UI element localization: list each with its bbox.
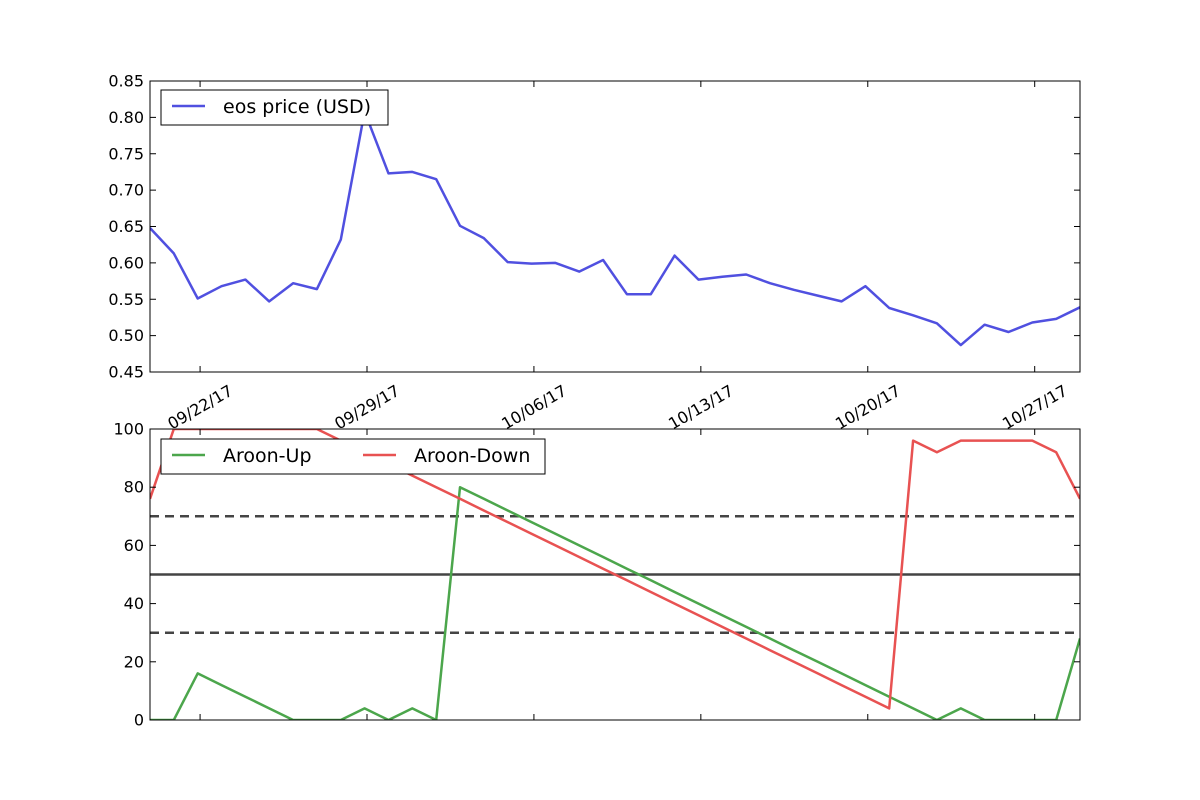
- date-x-tick-label: 10/20/17: [832, 381, 904, 433]
- aroon-y-tick-label: 40: [124, 594, 144, 613]
- aroon-y-tick-label: 100: [113, 420, 144, 439]
- date-x-tick-label: 09/29/17: [331, 381, 403, 433]
- aroon-y-ticks: 0 20 40 60 80 100: [113, 420, 1080, 730]
- aroon-up-line: [150, 485, 1080, 720]
- price-series-line: [150, 110, 1080, 347]
- date-x-tick-label: 10/06/17: [498, 381, 570, 433]
- aroon-down-line: [150, 429, 1080, 710]
- aroon-legend-box: [160, 438, 546, 475]
- aroon-legend: Aroon-Up Aroon-Down: [160, 438, 546, 475]
- aroon-down-legend-label: Aroon-Down: [414, 445, 530, 467]
- date-x-tick-label: 10/27/17: [999, 381, 1071, 433]
- price-panel: 0.45 0.50 0.55 0.60 0.65 0.70 0.75 0.80 0.85 09/…: [108, 72, 1081, 433]
- aroon-panel: 0 20 40 60 80 100 Aroon-Up Aroon-Down: [113, 420, 1081, 730]
- price-legend-box: [160, 89, 389, 126]
- aroon-y-tick-label: 80: [124, 478, 144, 497]
- price-y-tick-label: 0.50: [108, 326, 144, 345]
- date-x-ticks: 09/22/17 09/29/17 10/06/17 10/13/17 10/20/17…: [164, 81, 1071, 433]
- aroon-y-tick-label: 20: [124, 652, 144, 671]
- price-y-tick-label: 0.80: [108, 108, 144, 127]
- aroon-y-tick-label: 0: [134, 711, 144, 730]
- aroon-axes-frame: [149, 428, 1081, 721]
- price-y-tick-label: 0.75: [108, 144, 144, 163]
- aroon-y-tick-label: 60: [124, 536, 144, 555]
- price-y-tick-label: 0.70: [108, 181, 144, 200]
- date-x-tick-label: 10/13/17: [665, 381, 737, 433]
- price-y-tick-label: 0.65: [108, 217, 144, 236]
- price-y-tick-label: 0.45: [108, 363, 144, 382]
- price-y-ticks: 0.45 0.50 0.55 0.60 0.65 0.70 0.75 0.80 0.85: [108, 72, 1080, 382]
- price-plot-area: [150, 110, 1080, 347]
- price-y-tick-label: 0.55: [108, 290, 144, 309]
- price-legend-label: eos price (USD): [223, 96, 371, 118]
- date-x-tick-label: 09/22/17: [164, 381, 236, 433]
- price-y-tick-label: 0.85: [108, 72, 144, 91]
- price-y-tick-label: 0.60: [108, 253, 144, 272]
- price-legend: eos price (USD): [160, 89, 389, 126]
- aroon-plot-area: [150, 429, 1080, 720]
- aroon-up-legend-label: Aroon-Up: [223, 445, 312, 467]
